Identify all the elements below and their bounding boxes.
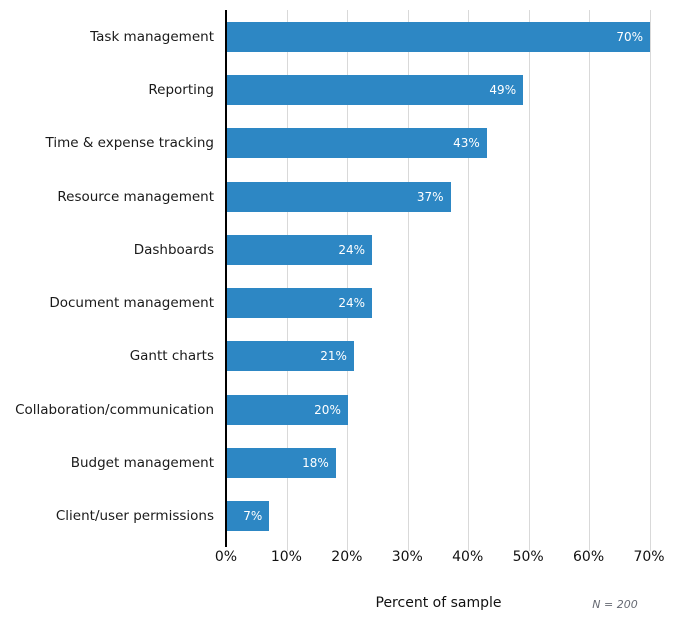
x-tick-label: 60%	[573, 549, 605, 565]
category-label: Task management	[90, 28, 214, 45]
bar-client-user-permissions: 7%	[227, 501, 270, 532]
bar-value-label: 37%	[416, 189, 444, 204]
category-labels: Task management Reporting Time & expense t…	[0, 10, 214, 543]
bar-time-expense-tracking: 43%	[227, 128, 487, 159]
bar-task-management: 70%	[227, 21, 650, 52]
gridline	[407, 10, 409, 551]
gridline	[347, 10, 349, 551]
gridline	[649, 10, 651, 551]
bar-resource-management: 37%	[227, 181, 451, 212]
x-tick-label: 70%	[633, 549, 665, 565]
bar-gantt-charts: 21%	[227, 341, 354, 372]
category-label: Gantt charts	[129, 348, 214, 365]
bar-value-label: 7%	[243, 509, 263, 524]
x-axis-title: Percent of sample	[375, 595, 502, 611]
x-tick-label: 0%	[214, 549, 238, 565]
bar-reporting: 49%	[227, 74, 524, 105]
x-axis-ticks: 0% 10% 20% 30% 40% 50% 60% 70%	[0, 549, 675, 567]
bar-budget-management: 18%	[227, 448, 336, 479]
bar-document-management: 24%	[227, 288, 373, 319]
gridline	[528, 10, 530, 551]
bar-value-label: 20%	[314, 402, 341, 417]
x-tick-label: 50%	[512, 549, 544, 565]
category-label: Dashboards	[133, 241, 214, 258]
bar-value-label: 21%	[320, 349, 347, 364]
category-label: Document management	[49, 295, 214, 312]
category-label: Collaboration/communication	[15, 401, 214, 418]
x-tick-label: 40%	[452, 549, 484, 565]
gridline	[589, 10, 591, 551]
category-label: Client/user permissions	[55, 508, 214, 525]
y-axis-line	[225, 10, 227, 547]
sample-size-note: N = 200	[592, 598, 638, 611]
category-label: Reporting	[148, 81, 214, 98]
bar-value-label: 24%	[338, 296, 366, 311]
bar-collaboration-communication: 20%	[227, 394, 348, 425]
category-label: Time & expense tracking	[45, 135, 215, 152]
gridline	[286, 10, 288, 551]
bar-value-label: 18%	[302, 456, 329, 471]
x-tick-label: 30%	[391, 549, 423, 565]
category-label: Budget management	[70, 455, 214, 472]
x-tick-label: 20%	[331, 549, 363, 565]
gridline	[468, 10, 470, 551]
bar-value-label: 49%	[489, 82, 517, 97]
plot-area: 70% 49% 43% 37% 24% 24% 21% 20% 18% 7%	[227, 10, 651, 551]
bar-dashboards: 24%	[227, 234, 373, 265]
bar-value-label: 24%	[338, 242, 366, 257]
category-label: Resource management	[57, 188, 214, 205]
bar-value-label: 43%	[453, 136, 480, 151]
x-tick-label: 10%	[270, 549, 302, 565]
bar-value-label: 70%	[616, 29, 643, 44]
